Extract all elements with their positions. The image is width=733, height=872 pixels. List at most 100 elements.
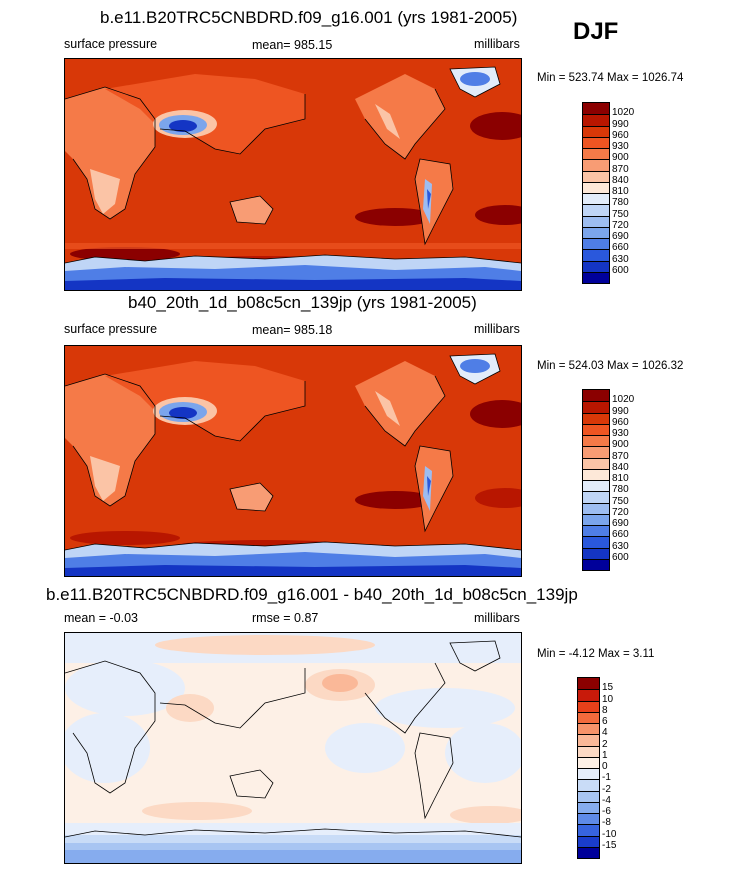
colorbar-swatch bbox=[583, 491, 609, 503]
colorbar-tick-label: 930 bbox=[612, 428, 629, 439]
colorbar-swatch bbox=[583, 114, 609, 126]
colorbar-tick-label: 900 bbox=[612, 439, 629, 451]
panel-3-units-label: millibars bbox=[474, 611, 520, 625]
colorbar-tick-label: -15 bbox=[602, 839, 617, 851]
colorbar-swatch bbox=[583, 103, 609, 115]
colorbar-tick-label: 1 bbox=[602, 749, 608, 761]
colorbar-swatch bbox=[583, 513, 609, 525]
colorbar-swatch bbox=[583, 423, 609, 435]
panel-2-title: b40_20th_1d_b08c5cn_139jp (yrs 1981-2005… bbox=[128, 293, 477, 312]
colorbar-tick-label: 840 bbox=[612, 174, 629, 186]
colorbar-swatch bbox=[578, 801, 599, 813]
colorbar-swatch bbox=[578, 734, 599, 746]
colorbar-tick-label: 1020 bbox=[612, 107, 635, 119]
panel-3-title: b.e11.B20TRC5CNBDRD.f09_g16.001 - b40_20… bbox=[46, 585, 578, 604]
panel-1-minmax: Min = 523.74 Max = 1026.74 bbox=[537, 72, 684, 84]
colorbar-swatch bbox=[578, 790, 599, 802]
colorbar-swatch bbox=[583, 525, 609, 537]
panel-3-map-field bbox=[65, 633, 521, 863]
colorbar-tick-label: 780 bbox=[612, 484, 629, 496]
panel-2-map-field bbox=[65, 346, 521, 576]
colorbar-swatch bbox=[583, 435, 609, 447]
colorbar-tick-label: -10 bbox=[602, 828, 617, 840]
colorbar-tick-label: 990 bbox=[612, 405, 629, 417]
colorbar-tick-label: 750 bbox=[612, 495, 629, 507]
panel-2-units-label: millibars bbox=[474, 322, 520, 336]
colorbar-swatch bbox=[583, 271, 609, 283]
colorbar-tick-label: -8 bbox=[602, 817, 611, 829]
panel-3-colorbar bbox=[577, 677, 600, 859]
panel-2-colorbar bbox=[582, 389, 610, 571]
colorbar-tick-label: 690 bbox=[612, 518, 629, 529]
colorbar-tick-label: -6 bbox=[602, 806, 611, 817]
colorbar-tick-label: -1 bbox=[602, 772, 611, 784]
panel-1-map-field bbox=[65, 59, 521, 290]
colorbar-tick-label: 900 bbox=[612, 152, 629, 164]
colorbar-swatch bbox=[583, 260, 609, 272]
panel-1-title: b.e11.B20TRC5CNBDRD.f09_g16.001 (yrs 198… bbox=[100, 8, 518, 27]
colorbar-swatch bbox=[583, 457, 609, 469]
colorbar-tick-label: 600 bbox=[612, 264, 629, 276]
colorbar-swatch bbox=[578, 756, 599, 768]
colorbar-tick-label: 690 bbox=[612, 231, 629, 242]
colorbar-swatch bbox=[578, 745, 599, 757]
panel-2-map bbox=[64, 345, 522, 577]
colorbar-tick-label: 840 bbox=[612, 461, 629, 473]
colorbar-swatch bbox=[578, 768, 599, 780]
colorbar-swatch bbox=[578, 711, 599, 723]
colorbar-tick-label: 660 bbox=[612, 242, 629, 254]
panel-2-variable-label: surface pressure bbox=[64, 322, 158, 336]
colorbar-tick-label: 780 bbox=[612, 197, 629, 209]
colorbar-swatch bbox=[583, 412, 609, 424]
panel-1-colorbar bbox=[582, 102, 610, 284]
colorbar-swatch bbox=[583, 502, 609, 514]
colorbar-swatch bbox=[583, 468, 609, 480]
colorbar-tick-label: 960 bbox=[612, 416, 629, 428]
panel-1-variable-label: surface pressure bbox=[64, 37, 158, 51]
colorbar-swatch bbox=[578, 689, 599, 701]
colorbar-swatch bbox=[583, 480, 609, 492]
colorbar-swatch bbox=[583, 547, 609, 559]
colorbar-tick-label: 4 bbox=[602, 727, 608, 739]
panel-3-minmax: Min = -4.12 Max = 3.11 bbox=[537, 648, 655, 660]
colorbar-swatch bbox=[583, 170, 609, 182]
colorbar-tick-label: 630 bbox=[612, 540, 629, 552]
colorbar-tick-label: 750 bbox=[612, 208, 629, 220]
colorbar-swatch bbox=[583, 558, 609, 570]
colorbar-tick-label: 630 bbox=[612, 253, 629, 265]
colorbar-tick-label: 10 bbox=[602, 693, 614, 705]
colorbar-swatch bbox=[578, 678, 599, 690]
colorbar-swatch bbox=[583, 125, 609, 137]
colorbar-swatch bbox=[578, 723, 599, 735]
panel-3-rmse-label: rmse = 0.87 bbox=[252, 611, 319, 625]
season-label: DJF bbox=[573, 18, 619, 45]
colorbar-tick-label: 870 bbox=[612, 450, 629, 462]
colorbar-tick-label: 810 bbox=[612, 473, 629, 484]
colorbar-tick-label: 1020 bbox=[612, 394, 635, 406]
colorbar-tick-label: 600 bbox=[612, 551, 629, 563]
colorbar-swatch bbox=[583, 148, 609, 160]
colorbar-tick-label: 720 bbox=[612, 506, 629, 518]
colorbar-swatch bbox=[578, 813, 599, 825]
colorbar-tick-label: 2 bbox=[602, 738, 608, 750]
colorbar-swatch bbox=[583, 204, 609, 216]
colorbar-tick-label: 810 bbox=[612, 186, 629, 197]
colorbar-swatch bbox=[583, 446, 609, 458]
colorbar-tick-label: 8 bbox=[602, 704, 608, 716]
colorbar-swatch bbox=[583, 390, 609, 402]
panel-1-map bbox=[64, 58, 522, 291]
colorbar-swatch bbox=[583, 193, 609, 205]
colorbar-swatch bbox=[578, 700, 599, 712]
colorbar-tick-label: 15 bbox=[602, 682, 614, 694]
colorbar-tick-label: 930 bbox=[612, 141, 629, 152]
colorbar-swatch bbox=[578, 779, 599, 791]
colorbar-tick-label: 0 bbox=[602, 761, 608, 772]
panel-3-mean-label: mean = -0.03 bbox=[64, 611, 139, 625]
panel-3-map bbox=[64, 632, 522, 864]
colorbar-tick-label: 720 bbox=[612, 219, 629, 231]
panel-2-mean-label: mean= 985.18 bbox=[252, 323, 333, 337]
colorbar-swatch bbox=[583, 238, 609, 250]
colorbar-swatch bbox=[583, 215, 609, 227]
colorbar-tick-label: 960 bbox=[612, 129, 629, 141]
colorbar-tick-label: 6 bbox=[602, 716, 608, 727]
